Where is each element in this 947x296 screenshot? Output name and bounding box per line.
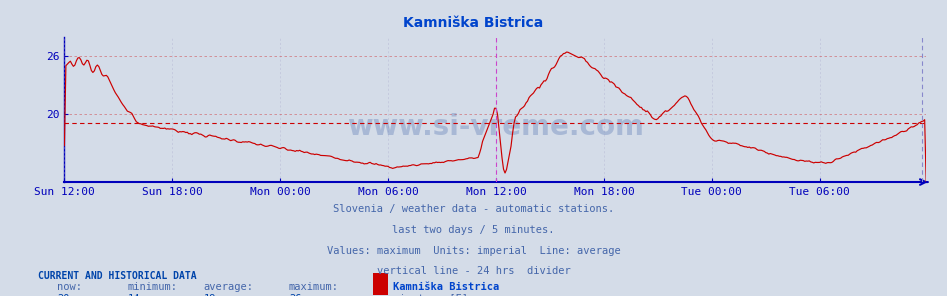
Text: Values: maximum  Units: imperial  Line: average: Values: maximum Units: imperial Line: av… bbox=[327, 246, 620, 256]
Text: 26: 26 bbox=[289, 294, 301, 296]
Text: minimum:: minimum: bbox=[128, 282, 178, 292]
Text: 14: 14 bbox=[128, 294, 140, 296]
Text: Kamniška Bistrica: Kamniška Bistrica bbox=[403, 16, 544, 30]
Text: Kamniška Bistrica: Kamniška Bistrica bbox=[393, 282, 499, 292]
Text: CURRENT AND HISTORICAL DATA: CURRENT AND HISTORICAL DATA bbox=[38, 271, 197, 281]
Text: www.si-vreme.com: www.si-vreme.com bbox=[347, 113, 644, 141]
Text: now:: now: bbox=[57, 282, 81, 292]
Text: 20: 20 bbox=[57, 294, 69, 296]
Text: average:: average: bbox=[204, 282, 254, 292]
Text: air temp.[F]: air temp.[F] bbox=[393, 294, 468, 296]
Text: vertical line - 24 hrs  divider: vertical line - 24 hrs divider bbox=[377, 266, 570, 276]
Text: 19: 19 bbox=[204, 294, 216, 296]
Text: last two days / 5 minutes.: last two days / 5 minutes. bbox=[392, 225, 555, 235]
Text: Slovenia / weather data - automatic stations.: Slovenia / weather data - automatic stat… bbox=[333, 204, 614, 214]
Text: maximum:: maximum: bbox=[289, 282, 339, 292]
